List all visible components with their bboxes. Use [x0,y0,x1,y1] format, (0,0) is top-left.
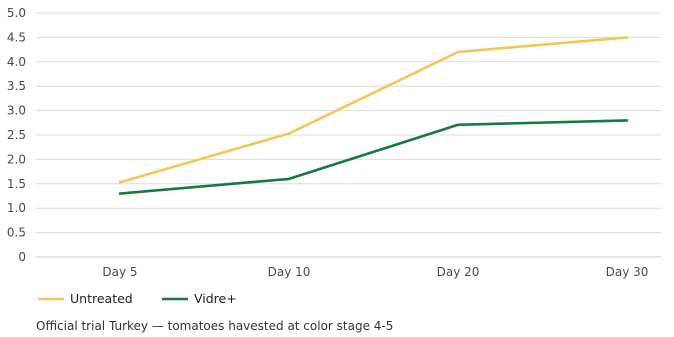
y-tick-label: 1.5 [7,177,26,191]
y-tick-label: 0.5 [7,226,26,240]
series-line-untreated [118,36,629,184]
y-tick-label: 0 [18,250,26,264]
y-tick-label: 4.5 [7,30,26,44]
legend-label: Vidre+ [194,291,237,306]
x-axis-tick-labels: Day 5 Day 10 Day 20 Day 30 [102,265,648,279]
y-axis-tick-labels: 0 0.5 1.0 1.5 2.0 2.5 3.0 3.5 4.0 4.5 5.0 [7,6,26,264]
x-tick-label: Day 30 [606,265,649,279]
y-tick-label: 2.5 [7,128,26,142]
gridlines [36,12,661,258]
y-tick-label: 3.5 [7,79,26,93]
chart-footnote: Official trial Turkey — tomatoes haveste… [36,319,394,333]
x-tick-label: Day 10 [268,265,311,279]
y-tick-label: 5.0 [7,6,26,20]
series-lines [118,36,629,195]
y-tick-label: 3.0 [7,104,26,118]
y-tick-label: 1.0 [7,201,26,215]
y-tick-label: 4.0 [7,55,26,69]
x-tick-label: Day 5 [102,265,137,279]
x-tick-label: Day 20 [437,265,480,279]
series-line-vidre- [118,119,629,195]
y-tick-label: 2.0 [7,152,26,166]
legend: Untreated Vidre+ [38,291,237,306]
legend-label: Untreated [70,291,133,306]
